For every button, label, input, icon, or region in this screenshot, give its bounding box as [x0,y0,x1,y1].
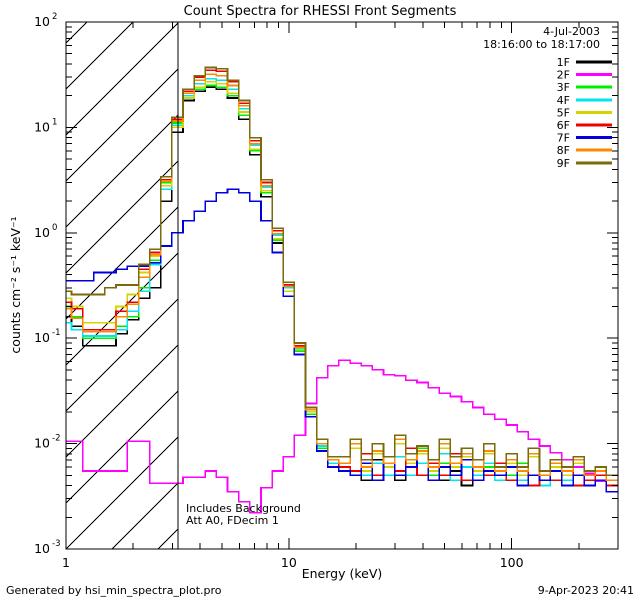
legend-label-9f: 9F [557,157,570,170]
y-tick-label: 10 0 [34,223,57,240]
axis-ticks [65,21,619,550]
hatch-line [66,436,178,549]
legend-label-5f: 5F [557,106,570,119]
spectrum-curve-1f [66,86,618,487]
spectrum-curve-5f [66,81,618,487]
svg-text:10: 10 [34,330,50,345]
svg-text:10: 10 [34,119,50,134]
spectrum-curve-7f [66,188,618,493]
hatch-line [66,22,178,136]
legend-label-2f: 2F [557,69,570,82]
y-tick-label: 10 -1 [34,328,60,345]
x-tick-label: 10 [281,555,297,570]
y-tick-label: 10 2 [34,12,57,29]
svg-text:1: 1 [52,117,57,127]
hatch-line [66,114,178,228]
y-axis-label: counts cm⁻² s⁻¹ keV⁻¹ [8,216,23,353]
annotation-attenuator-state: Att A0, FDecim 1 [186,514,279,527]
spectra-curves [66,66,618,514]
y-tick-label: 10 -3 [34,539,60,556]
page-title: Count Spectra for RHESSI Front Segments [184,4,457,19]
x-tick-label: 1 [62,555,70,570]
svg-text:-3: -3 [52,539,60,549]
spectrum-curve-9f [66,66,618,477]
legend-label-1f: 1F [557,56,570,69]
hatch-line [66,160,178,274]
hatch-line [66,68,178,182]
annotation-includes-background: Includes Background [186,502,301,515]
y-tick-label: 10 1 [34,117,57,134]
svg-text:10: 10 [34,436,50,451]
svg-text:10: 10 [34,541,50,556]
hatch-line [66,252,178,366]
hatch-line [66,390,178,504]
spectrum-curve-2f [66,359,618,514]
observation-date: 4-Jul-2003 [543,25,600,38]
svg-text:10: 10 [34,225,50,240]
legend-label-4f: 4F [557,94,570,107]
svg-text:-2: -2 [52,434,60,444]
y-tick-label: 10 -2 [34,434,60,451]
svg-text:2: 2 [52,12,57,22]
svg-text:10: 10 [34,14,50,29]
observation-time-range: 18:16:00 to 18:17:00 [483,38,600,51]
spectrum-curve-8f [66,73,618,481]
x-tick-label: 100 [500,555,524,570]
excluded-band-hatching [66,0,640,549]
x-axis-label: Energy (keV) [302,566,383,581]
legend-label-3f: 3F [557,81,570,94]
legend-label-6f: 6F [557,119,570,132]
svg-text:-1: -1 [52,328,60,338]
svg-text:0: 0 [52,223,57,233]
spectrum-curve-3f [66,84,618,487]
plot-frame [65,21,619,550]
hatch-line [66,344,178,458]
hatch-line [66,22,134,90]
legend-label-8f: 8F [557,144,570,157]
legend-label-7f: 7F [557,132,570,145]
hatch-line [618,0,640,549]
